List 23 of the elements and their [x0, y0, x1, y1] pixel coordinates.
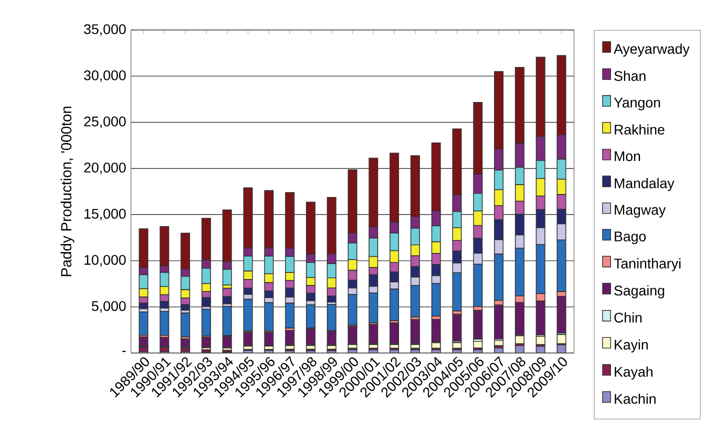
- y-tick-label: 5,000: [92, 301, 126, 313]
- y-tick-label: 25,000: [84, 116, 126, 128]
- y-tick-label: 10,000: [84, 254, 126, 267]
- y-tick-label: -: [122, 350, 126, 352]
- legend-label: Kayah: [614, 366, 652, 380]
- legend-label: Kachin: [614, 394, 656, 404]
- legend-label: Chin: [614, 312, 642, 323]
- legend-label: Tanintharyi: [614, 258, 680, 272]
- y-tick-label: 30,000: [84, 70, 126, 82]
- y-tick-label: 35,000: [84, 24, 126, 36]
- legend-label: Yangon: [614, 98, 660, 110]
- legend-label: Sagaing: [614, 285, 664, 298]
- y-axis-title: Paddy Production, '000ton: [60, 106, 74, 276]
- legend-label: Shan: [614, 70, 646, 81]
- legend-label: Ayeyarwady: [614, 44, 690, 57]
- y-tick-label: 15,000: [84, 208, 126, 220]
- legend-label: Kayin: [614, 339, 648, 352]
- y-tick-label: 20,000: [84, 162, 126, 174]
- legend-label: Mon: [614, 151, 640, 162]
- legend-label: Rakhine: [614, 124, 664, 135]
- legend-label: Magway: [614, 205, 666, 218]
- legend-label: Bago: [614, 232, 646, 244]
- legend-label: Mandalay: [614, 178, 674, 192]
